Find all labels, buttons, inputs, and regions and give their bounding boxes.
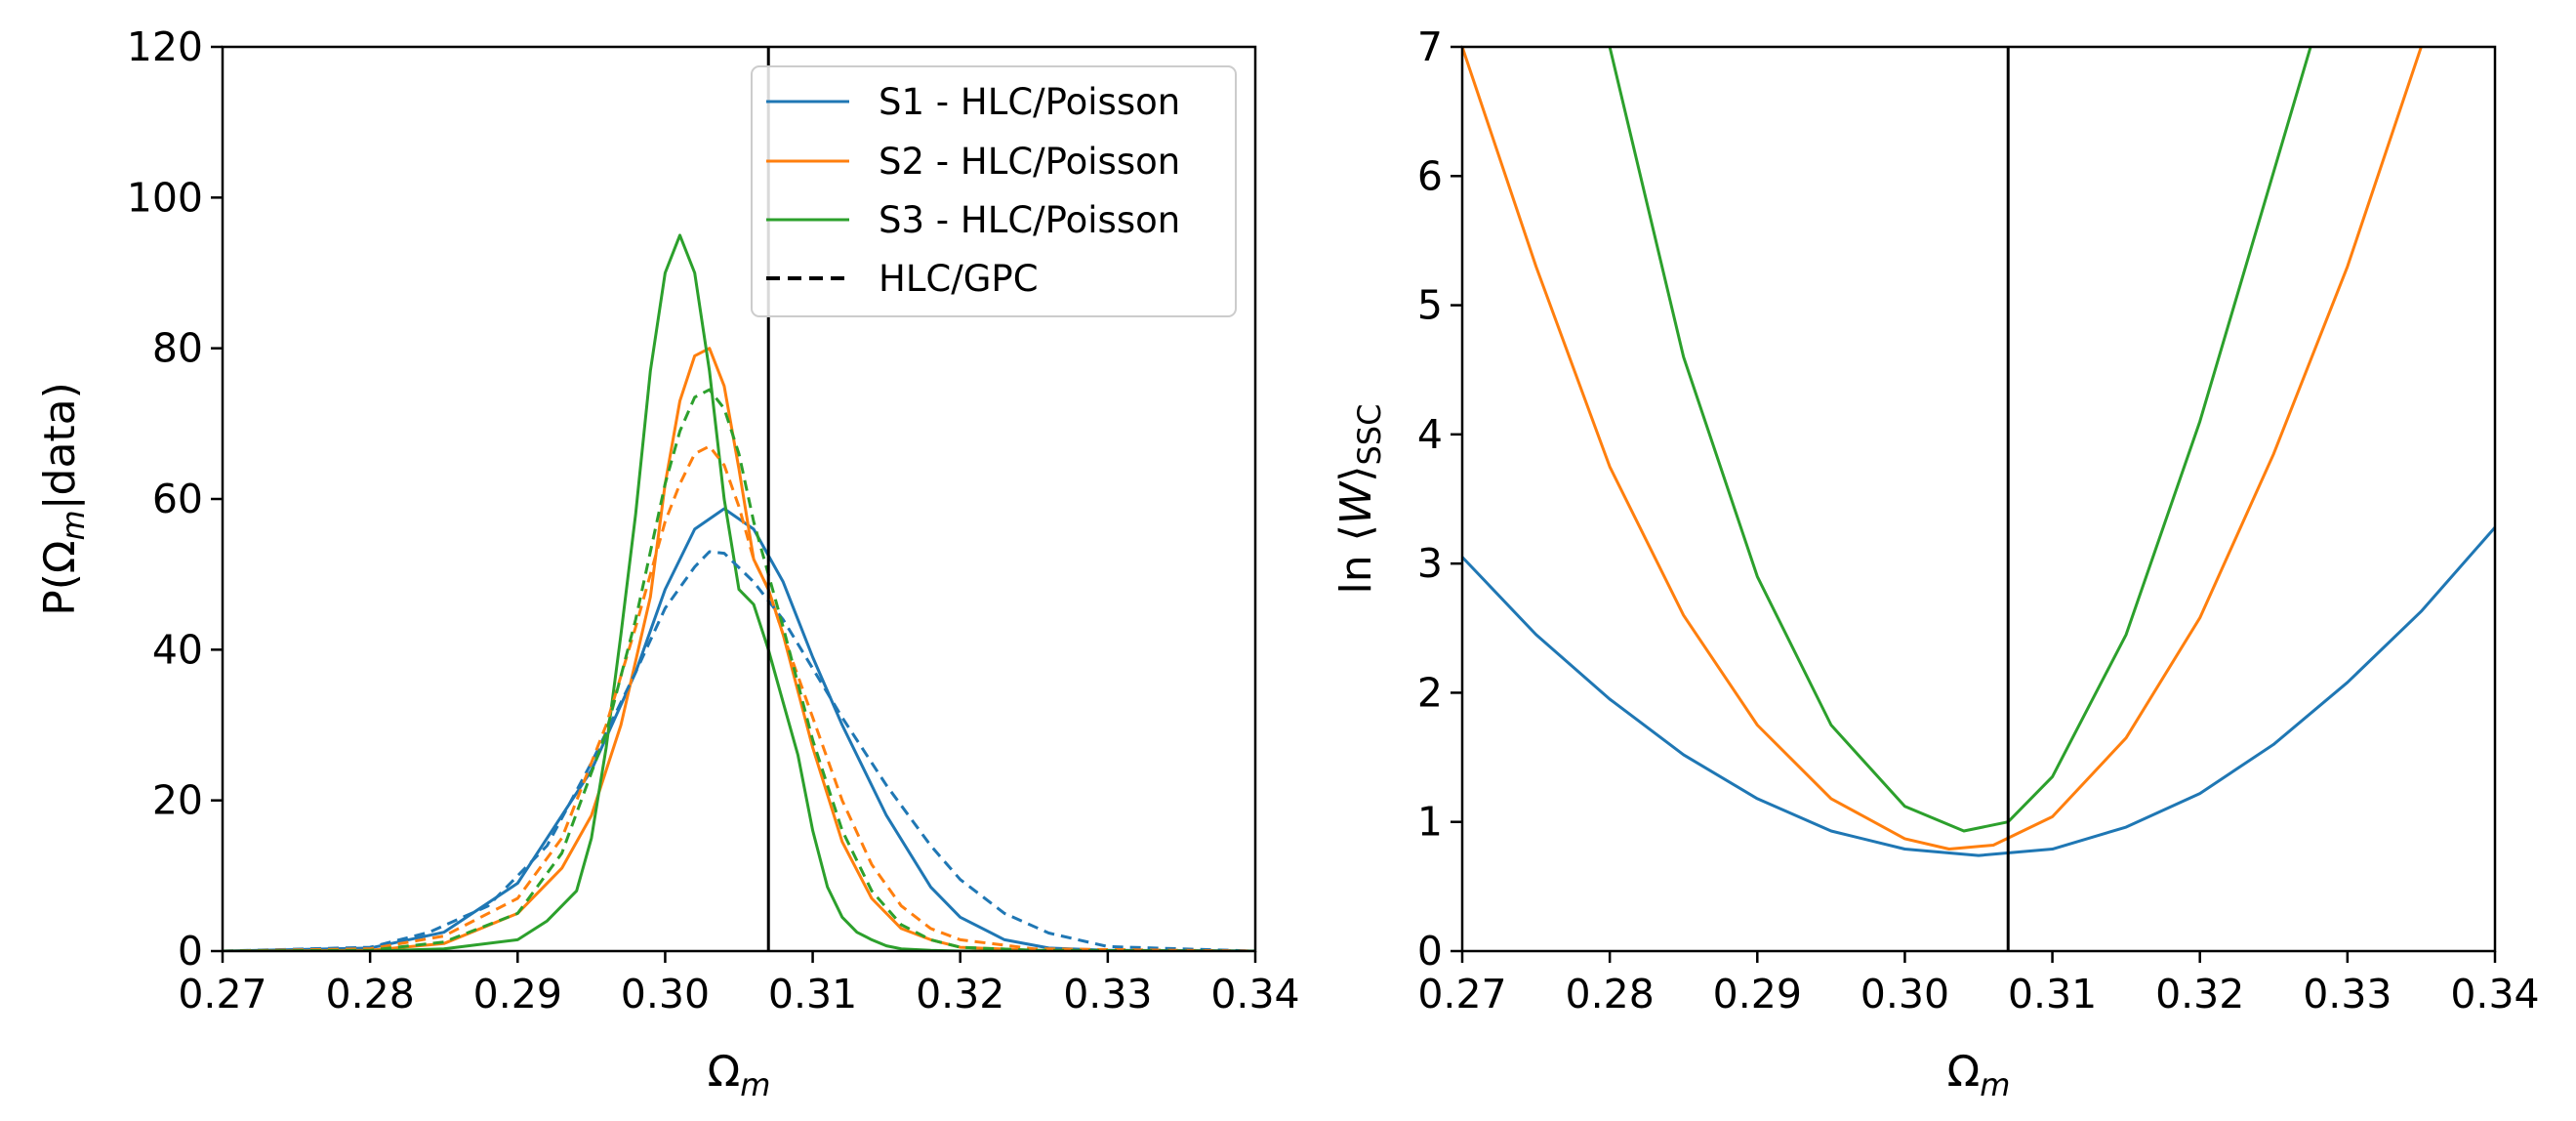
posterior-series-line-5 [223, 444, 1255, 951]
legend-label-s2: S2 - HLC/Poisson [879, 141, 1180, 183]
posterior-x-tick-label: 0.31 [768, 971, 857, 1017]
legend: S1 - HLC/Poisson S2 - HLC/Poisson S3 - H… [751, 65, 1237, 317]
posterior-x-tick-label: 0.33 [1063, 971, 1152, 1017]
log-weight-x-tick-label: 0.28 [1565, 971, 1654, 1017]
log-weight-x-tick-label: 0.31 [2008, 971, 2097, 1017]
log-weight-y-tick-label: 5 [1417, 282, 1443, 329]
legend-label-s3: S3 - HLC/Poisson [879, 199, 1180, 241]
posterior-x-tick-label: 0.27 [178, 971, 266, 1017]
log-weight-ticks: 0.27 0.28 0.29 0.30 0.31 0.32 0.33 0.34 0 1 2 3 4 5 6 7 [1417, 23, 2540, 1017]
posterior-y-tick-label: 60 [152, 476, 203, 522]
log-weight-panel: 0.27 0.28 0.29 0.30 0.31 0.32 0.33 0.34 0 1 2 3 4 5 6 7… [1331, 23, 2540, 1103]
posterior-ticks: 0.27 0.28 0.29 0.30 0.31 0.32 0.33 0.34 0 20 40 60 8… [127, 23, 1300, 1017]
posterior-y-tick-label: 80 [152, 325, 203, 372]
legend-label-gpc: HLC/GPC [879, 258, 1039, 300]
posterior-y-tick-label: 0 [178, 928, 203, 975]
log-weight-x-axis-label: Ωm [1947, 1047, 2011, 1103]
log-weight-y-tick-label: 3 [1417, 540, 1443, 587]
log-weight-plot-area [1462, 47, 2495, 951]
posterior-series-line-2 [223, 347, 1255, 951]
posterior-y-tick-label: 120 [127, 23, 203, 70]
posterior-x-tick-label: 0.28 [325, 971, 414, 1017]
log-weight-series-group [1462, 47, 2495, 857]
log-weight-series-line-2 [1462, 47, 2423, 851]
log-weight-y-tick-label: 2 [1417, 669, 1443, 716]
posterior-y-tick-label: 40 [152, 626, 203, 673]
posterior-y-tick-label: 100 [127, 174, 203, 221]
log-weight-x-tick-label: 0.27 [1417, 971, 1506, 1017]
log-weight-y-axis-label: ln ⟨W⟩SSC [1331, 404, 1388, 595]
posterior-x-tick-label: 0.29 [473, 971, 562, 1017]
log-weight-x-tick-label: 0.33 [2303, 971, 2392, 1017]
posterior-series-line-6 [223, 388, 1255, 951]
log-weight-y-tick-label: 4 [1417, 411, 1443, 458]
posterior-y-tick-label: 20 [152, 777, 203, 824]
log-weight-x-tick-label: 0.30 [1860, 971, 1949, 1017]
posterior-plot-area [223, 47, 1255, 951]
log-weight-x-tick-label: 0.29 [1713, 971, 1802, 1017]
posterior-x-tick-label: 0.30 [621, 971, 710, 1017]
log-weight-series-line-3 [1608, 47, 2312, 833]
log-weight-y-tick-label: 1 [1417, 799, 1443, 846]
posterior-series-group [223, 233, 1255, 951]
posterior-series-line-4 [223, 550, 1255, 951]
legend-label-s1: S1 - HLC/Poisson [879, 81, 1180, 123]
posterior-panel: 0.27 0.28 0.29 0.30 0.31 0.32 0.33 0.34 0 20 40 60 8… [35, 23, 1300, 1103]
posterior-x-axis-label: Ωm [708, 1047, 771, 1103]
log-weight-y-tick-label: 7 [1417, 23, 1443, 70]
log-weight-x-tick-label: 0.34 [2450, 971, 2539, 1017]
posterior-x-tick-label: 0.34 [1210, 971, 1299, 1017]
posterior-x-tick-label: 0.32 [916, 971, 1004, 1017]
log-weight-series-line-1 [1462, 526, 2495, 857]
log-weight-y-tick-label: 0 [1417, 928, 1443, 975]
legend-box [751, 65, 1237, 317]
log-weight-x-tick-label: 0.32 [2155, 971, 2244, 1017]
log-weight-y-tick-label: 6 [1417, 152, 1443, 199]
posterior-y-axis-label: P(Ωm|data) [35, 382, 92, 616]
posterior-series-line-3 [223, 233, 1255, 951]
log-weight-axes-frame [1460, 45, 2497, 953]
posterior-series-line-1 [223, 507, 1255, 951]
